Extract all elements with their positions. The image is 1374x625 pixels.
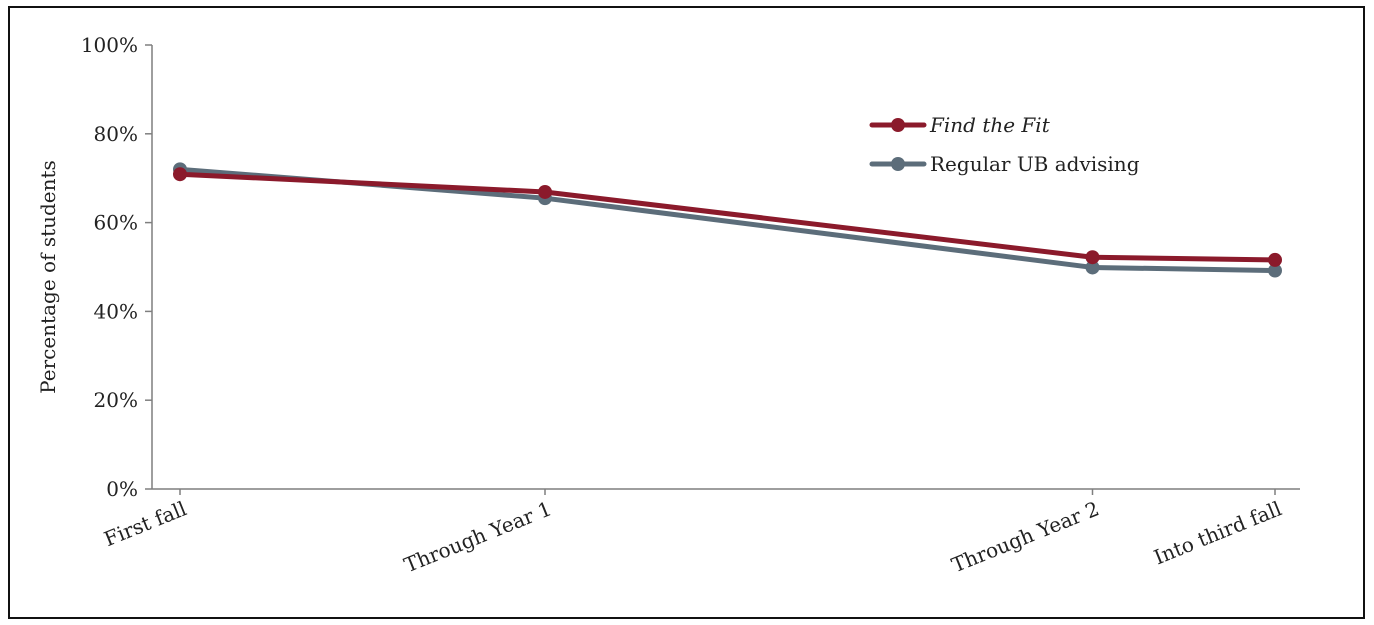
data-point	[1085, 250, 1100, 265]
x-axis-ticks: First fall Through Year 1 Through Year 2 In…	[101, 489, 1285, 577]
y-tick-label: 40%	[94, 299, 138, 323]
y-tick-label: 100%	[81, 33, 138, 57]
data-point	[1268, 252, 1282, 267]
data-point	[1268, 263, 1282, 278]
legend-item: Regular UB advising	[869, 152, 1140, 176]
x-tick-label: First fall	[101, 496, 190, 551]
legend-marker	[891, 118, 905, 132]
series-find-the-fit	[173, 167, 1282, 267]
legend-label: Regular UB advising	[930, 152, 1140, 176]
data-point	[538, 184, 552, 199]
y-tick-label: 60%	[94, 211, 138, 235]
legend: Find the Fit Regular UB advising	[869, 113, 1140, 176]
data-point	[173, 167, 187, 182]
series-layer	[173, 162, 1282, 278]
series-line	[177, 171, 1278, 263]
line-chart: 0% 20% 40% 60% 80% 100% First fall Through Yea…	[36, 33, 1300, 577]
axes	[151, 45, 1300, 490]
y-axis-title: Percentage of students	[36, 160, 60, 394]
data-point	[1085, 260, 1100, 275]
legend-label: Find the Fit	[929, 113, 1051, 137]
legend-item: Find the Fit	[869, 113, 1051, 137]
legend-marker	[891, 157, 905, 171]
y-axis-ticks: 0% 20% 40% 60% 80% 100%	[81, 33, 152, 501]
chart-frame: 0% 20% 40% 60% 80% 100% First fall Through Yea…	[8, 6, 1365, 619]
x-tick-label: Through Year 2	[948, 496, 1102, 577]
x-tick-label: Through Year 1	[401, 496, 555, 577]
x-tick-label: Into third fall	[1150, 496, 1285, 569]
y-tick-label: 80%	[94, 122, 138, 146]
y-tick-label: 0%	[106, 477, 138, 501]
y-tick-label: 20%	[94, 388, 138, 412]
